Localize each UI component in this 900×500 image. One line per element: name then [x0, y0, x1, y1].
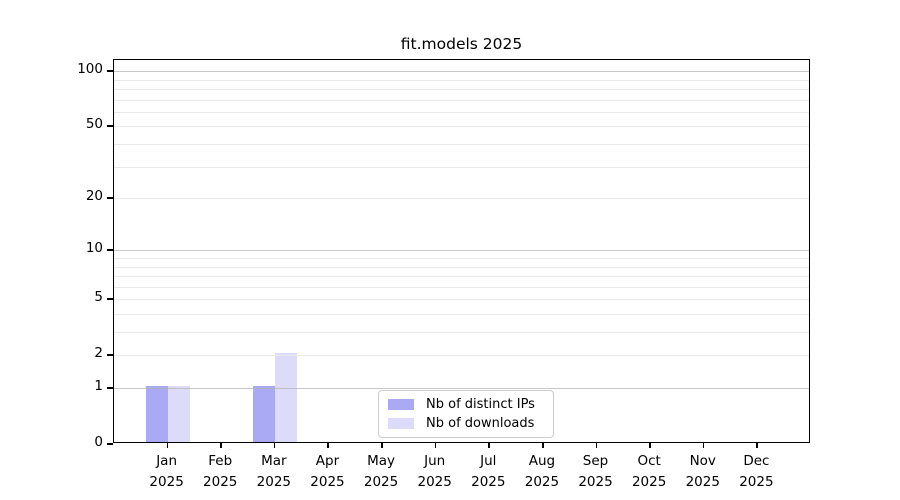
x-tick-label: Dec 2025 — [739, 453, 774, 490]
y-tick — [107, 387, 113, 389]
gridline-minor — [114, 313, 809, 315]
x-tick — [273, 443, 276, 448]
legend-item-distinct-ips: Nb of distinct IPs — [388, 397, 544, 412]
bar-downloads — [167, 386, 190, 442]
gridline-minor — [114, 299, 809, 301]
x-tick — [488, 443, 490, 448]
y-tick — [107, 249, 113, 251]
gridline-minor — [114, 355, 809, 357]
gridline-minor — [114, 144, 809, 145]
legend-label-downloads: Nb of downloads — [426, 415, 535, 431]
gridline-minor — [114, 111, 809, 113]
x-tick-label: Jan 2025 — [149, 453, 184, 490]
x-tick — [541, 443, 544, 448]
x-tick-label: Sep 2025 — [578, 453, 613, 490]
gridline-minor — [114, 257, 809, 259]
legend-swatch-distinct-ips — [388, 399, 414, 411]
bar-distinct-ips — [252, 386, 275, 442]
y-tick-label: 100 — [77, 61, 103, 78]
x-tick — [327, 443, 330, 448]
legend-item-downloads: Nb of downloads — [388, 416, 544, 431]
gridline-major — [114, 388, 809, 389]
chart-title: fit.models 2025 — [400, 35, 523, 53]
y-tick — [107, 354, 113, 356]
gridline-minor — [114, 198, 809, 200]
bar-downloads — [274, 353, 297, 442]
x-tick — [166, 443, 169, 448]
gridline-major — [114, 71, 809, 73]
y-tick — [107, 443, 113, 445]
legend: Nb of distinct IPs Nb of downloads — [378, 390, 554, 438]
y-tick-label: 1 — [94, 378, 103, 394]
bar-distinct-ips — [145, 386, 168, 442]
x-tick — [649, 443, 651, 448]
legend-swatch-downloads — [388, 417, 414, 429]
gridline-minor — [114, 126, 809, 128]
x-tick-label: Jun 2025 — [417, 453, 452, 490]
x-tick — [220, 443, 222, 448]
gridline-major — [114, 250, 809, 252]
x-tick — [756, 443, 758, 448]
x-tick-label: Feb 2025 — [203, 453, 238, 490]
gridline-minor — [114, 79, 809, 81]
y-tick-label: 0 — [94, 434, 103, 450]
x-tick-label: Apr 2025 — [310, 453, 345, 490]
y-tick — [107, 125, 113, 127]
x-tick — [595, 443, 598, 448]
gridline-minor — [114, 266, 809, 268]
y-tick-label: 5 — [94, 289, 103, 306]
y-tick-label: 50 — [85, 116, 103, 133]
gridline-minor — [114, 276, 809, 278]
x-tick-label: Mar 2025 — [256, 453, 292, 490]
plot-area — [113, 59, 810, 443]
x-tick-label: Jul 2025 — [471, 453, 506, 490]
x-tick-label: Aug 2025 — [524, 453, 560, 490]
x-tick — [381, 443, 383, 448]
legend-label-distinct-ips: Nb of distinct IPs — [426, 397, 535, 413]
y-tick-label: 20 — [85, 188, 103, 205]
gridline-minor — [114, 286, 809, 288]
y-tick-label: 10 — [85, 240, 103, 257]
gridline-minor — [114, 166, 809, 168]
x-tick — [702, 443, 705, 448]
y-tick — [107, 298, 113, 300]
x-tick-label: May 2025 — [363, 453, 399, 490]
gridline-minor — [114, 89, 809, 90]
gridline-minor — [114, 99, 809, 101]
x-tick-label: Nov 2025 — [685, 453, 720, 490]
y-tick — [107, 70, 113, 72]
x-tick-label: Oct 2025 — [631, 453, 667, 490]
y-tick-label: 2 — [94, 345, 103, 362]
x-tick — [434, 443, 437, 448]
gridline-minor — [114, 332, 809, 333]
y-tick — [107, 197, 113, 199]
